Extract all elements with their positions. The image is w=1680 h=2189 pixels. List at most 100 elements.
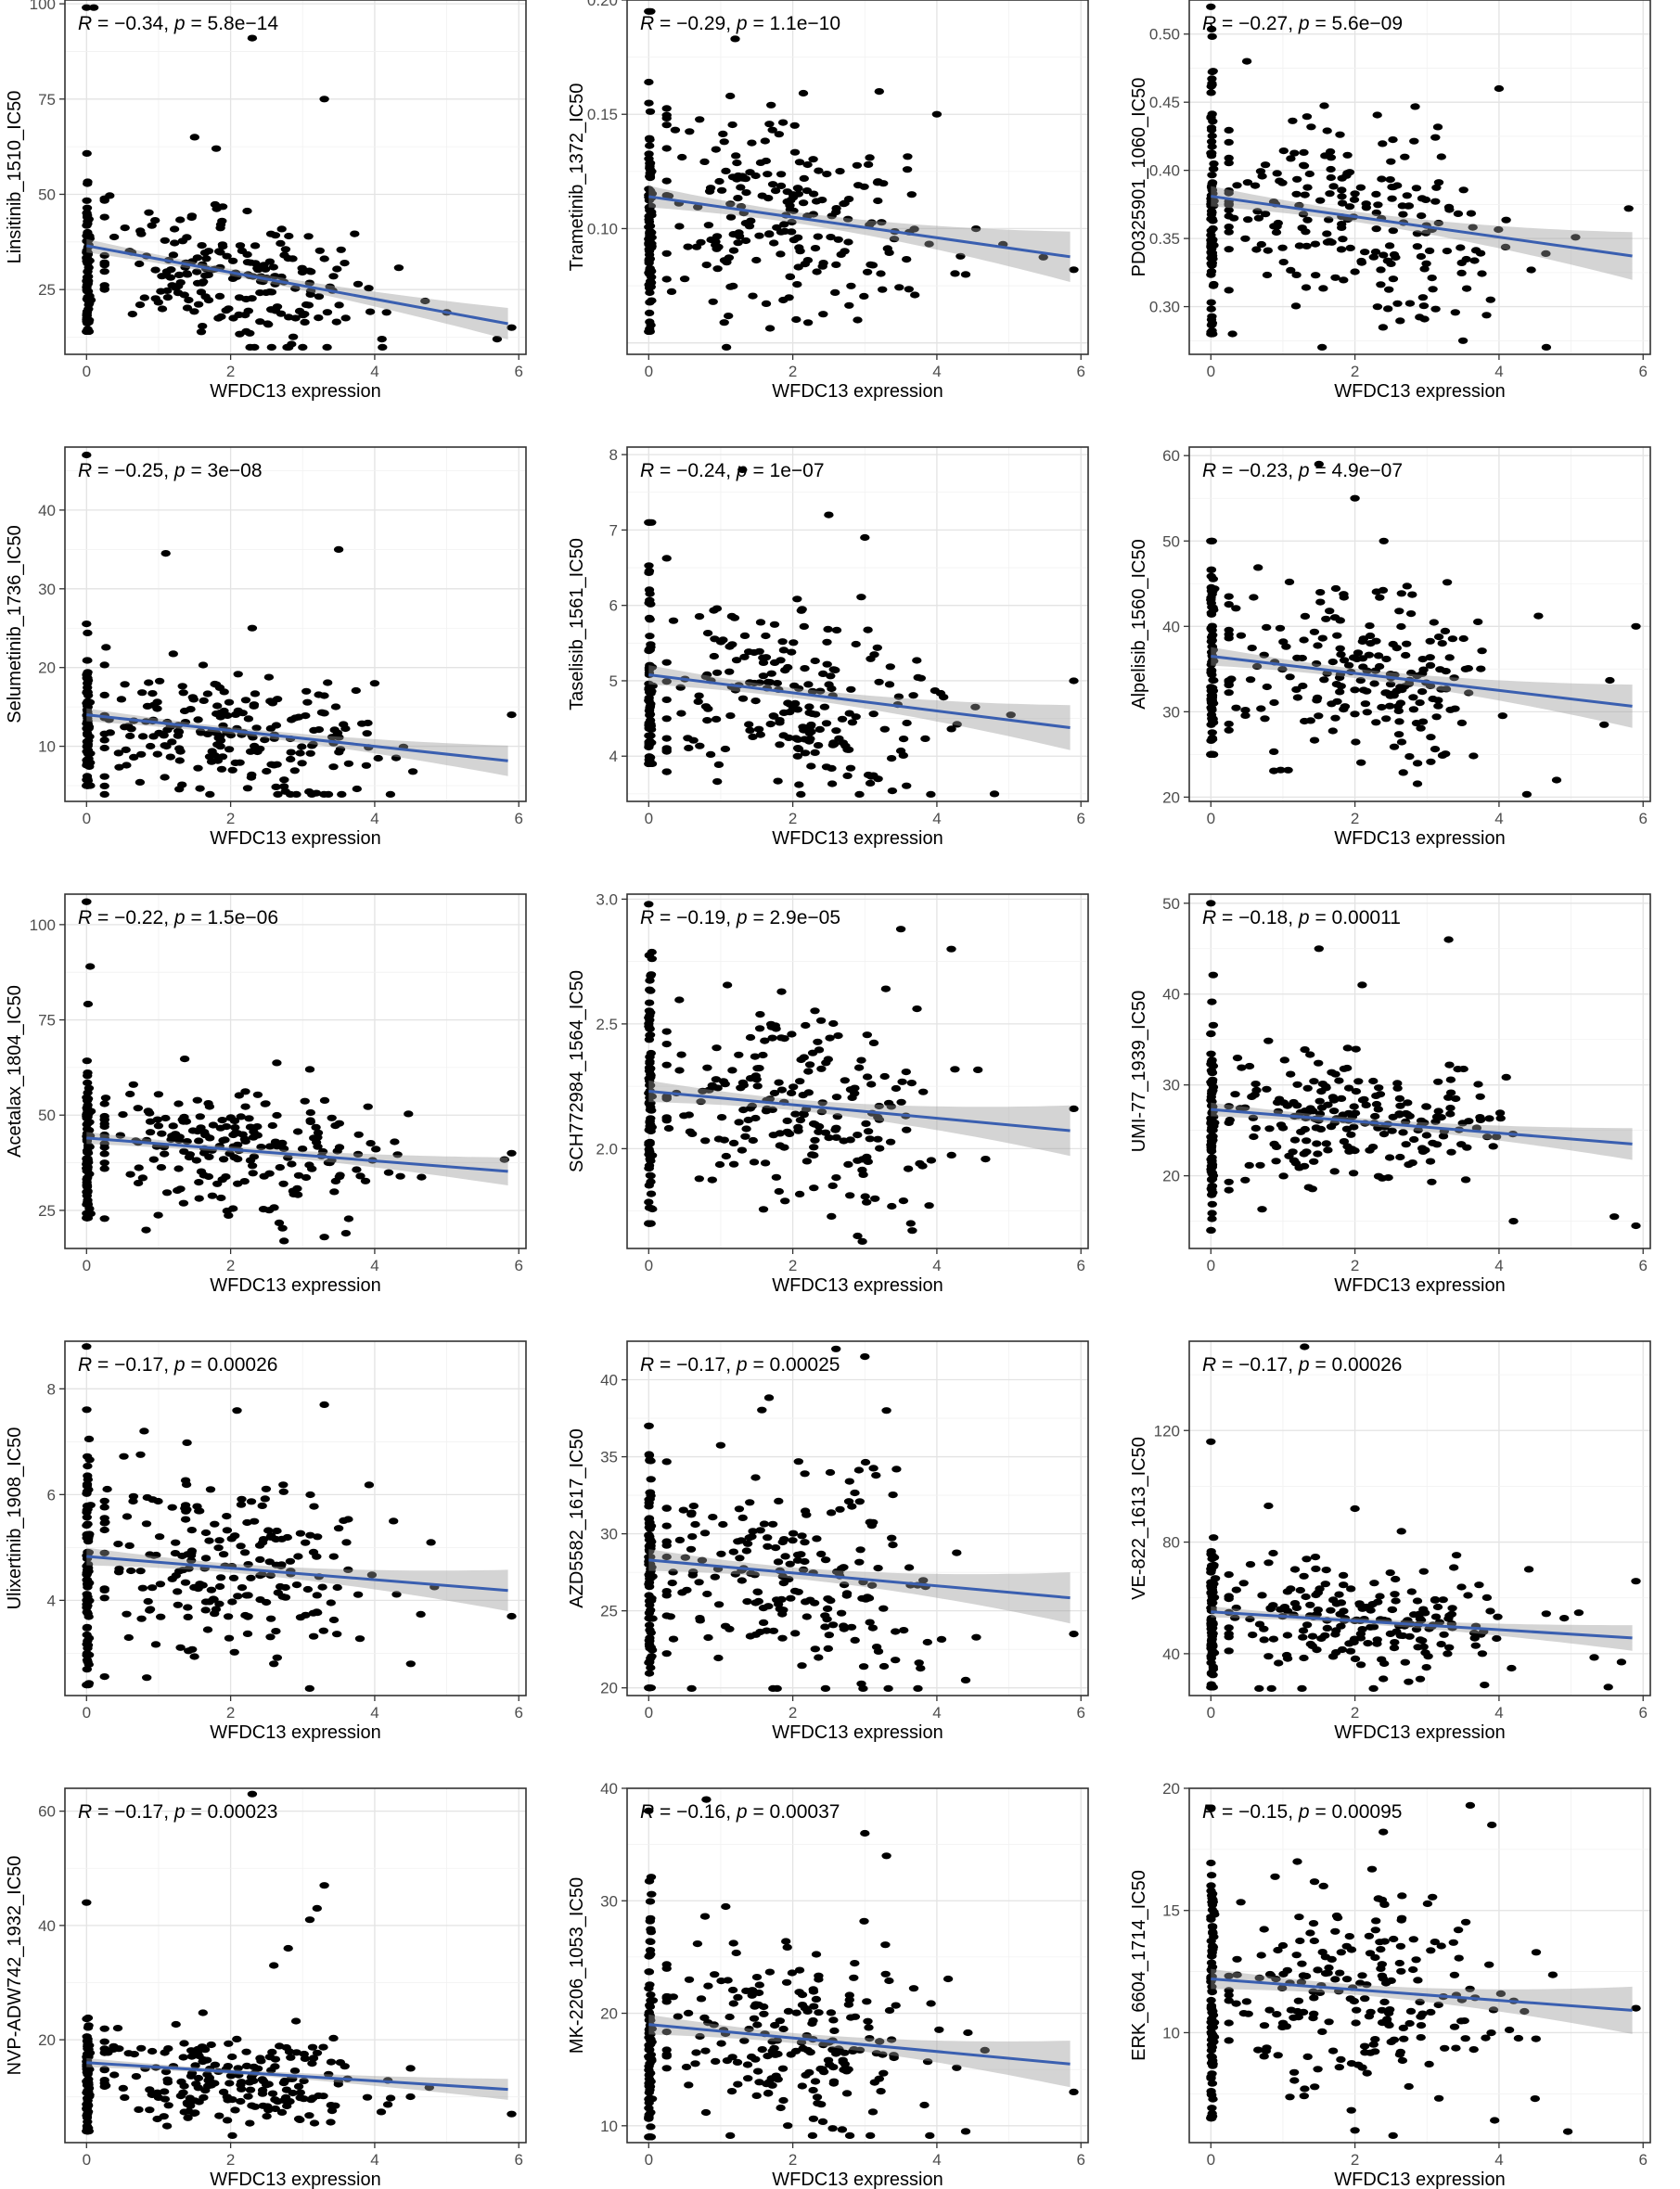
- data-point: [279, 1489, 289, 1495]
- x-tick-label: 4: [1494, 1257, 1503, 1274]
- data-point: [644, 1968, 653, 1975]
- data-point: [800, 175, 809, 182]
- data-point: [1225, 1187, 1234, 1194]
- data-point: [750, 2016, 759, 2022]
- data-point: [83, 657, 92, 663]
- data-point: [272, 1059, 281, 1066]
- data-point: [101, 644, 110, 650]
- data-point: [720, 1137, 729, 1144]
- data-point: [843, 1161, 853, 1168]
- x-tick-label: 0: [645, 810, 653, 827]
- data-point: [1299, 162, 1308, 169]
- data-point: [1482, 1594, 1492, 1601]
- data-point: [281, 1594, 290, 1601]
- y-tick-label: 4: [609, 748, 618, 765]
- data-point: [781, 1938, 790, 1944]
- data-point: [662, 1062, 672, 1069]
- data-point: [763, 2090, 773, 2096]
- data-point: [788, 1969, 797, 1976]
- data-point: [305, 1685, 314, 1692]
- data-point: [790, 1111, 800, 1118]
- data-point: [330, 1122, 340, 1129]
- data-point: [1332, 633, 1341, 639]
- data-point: [1398, 1129, 1407, 1135]
- data-point: [873, 1136, 882, 1143]
- data-point: [703, 1983, 712, 1990]
- data-point: [816, 1551, 826, 1557]
- data-point: [799, 90, 808, 96]
- x-tick-label: 0: [83, 2151, 91, 2169]
- data-point: [206, 1486, 215, 1492]
- data-point: [186, 2073, 196, 2080]
- data-point: [1413, 780, 1422, 787]
- data-point: [1303, 1085, 1313, 1092]
- data-point: [313, 1533, 322, 1540]
- data-point: [106, 729, 115, 736]
- data-point: [1370, 1113, 1379, 1120]
- data-point: [902, 256, 911, 262]
- data-point: [686, 1546, 696, 1553]
- y-axis-title: Taselisib_1561_IC50: [567, 538, 587, 710]
- y-tick-label: 60: [38, 1803, 56, 1821]
- data-point: [644, 519, 653, 526]
- data-point: [100, 661, 109, 668]
- data-point: [408, 768, 417, 774]
- data-point: [147, 1584, 157, 1591]
- data-point: [868, 1625, 878, 1632]
- data-point: [83, 2036, 92, 2042]
- data-point: [776, 2105, 785, 2111]
- data-point: [1206, 1439, 1215, 1445]
- data-point: [728, 1987, 737, 1993]
- data-point: [1326, 1607, 1335, 1614]
- plot-background: [627, 894, 1088, 1248]
- data-point: [671, 127, 680, 134]
- data-point: [790, 1630, 800, 1636]
- data-point: [802, 1512, 811, 1518]
- data-point: [148, 702, 158, 709]
- data-point: [789, 639, 798, 646]
- data-point: [1390, 744, 1399, 750]
- data-point: [896, 1099, 905, 1106]
- data-point: [1207, 80, 1216, 86]
- data-point: [1350, 1147, 1359, 1154]
- data-point: [904, 286, 914, 292]
- data-point: [1263, 684, 1272, 690]
- data-point: [169, 1122, 178, 1129]
- data-point: [333, 1584, 342, 1591]
- data-point: [100, 1150, 109, 1157]
- data-point: [1323, 1625, 1332, 1632]
- data-point: [742, 1547, 751, 1554]
- data-point: [1209, 677, 1218, 684]
- data-point: [1207, 1622, 1216, 1629]
- data-point: [241, 2049, 250, 2055]
- data-point: [810, 1600, 819, 1607]
- data-point: [899, 1627, 908, 1633]
- data-point: [759, 672, 768, 679]
- data-point: [1407, 1588, 1417, 1594]
- data-point: [1383, 305, 1392, 312]
- y-tick-label: 80: [1162, 1534, 1180, 1552]
- data-point: [117, 696, 126, 702]
- data-point: [809, 1986, 818, 1992]
- data-point: [1350, 710, 1359, 717]
- data-point: [218, 753, 227, 760]
- data-point: [314, 691, 323, 698]
- data-point: [647, 1476, 656, 1482]
- x-tick-label: 4: [932, 1704, 941, 1722]
- data-point: [241, 328, 250, 335]
- data-point: [776, 1142, 785, 1148]
- data-point: [250, 743, 259, 749]
- data-point: [284, 255, 293, 262]
- data-point: [125, 1171, 135, 1178]
- data-point: [796, 1117, 805, 1123]
- data-point: [853, 162, 862, 169]
- x-axis-title: WFDC13 expression: [1334, 381, 1506, 402]
- data-point: [729, 1140, 738, 1146]
- data-point: [83, 1625, 92, 1632]
- data-point: [1417, 253, 1426, 260]
- data-point: [289, 334, 298, 340]
